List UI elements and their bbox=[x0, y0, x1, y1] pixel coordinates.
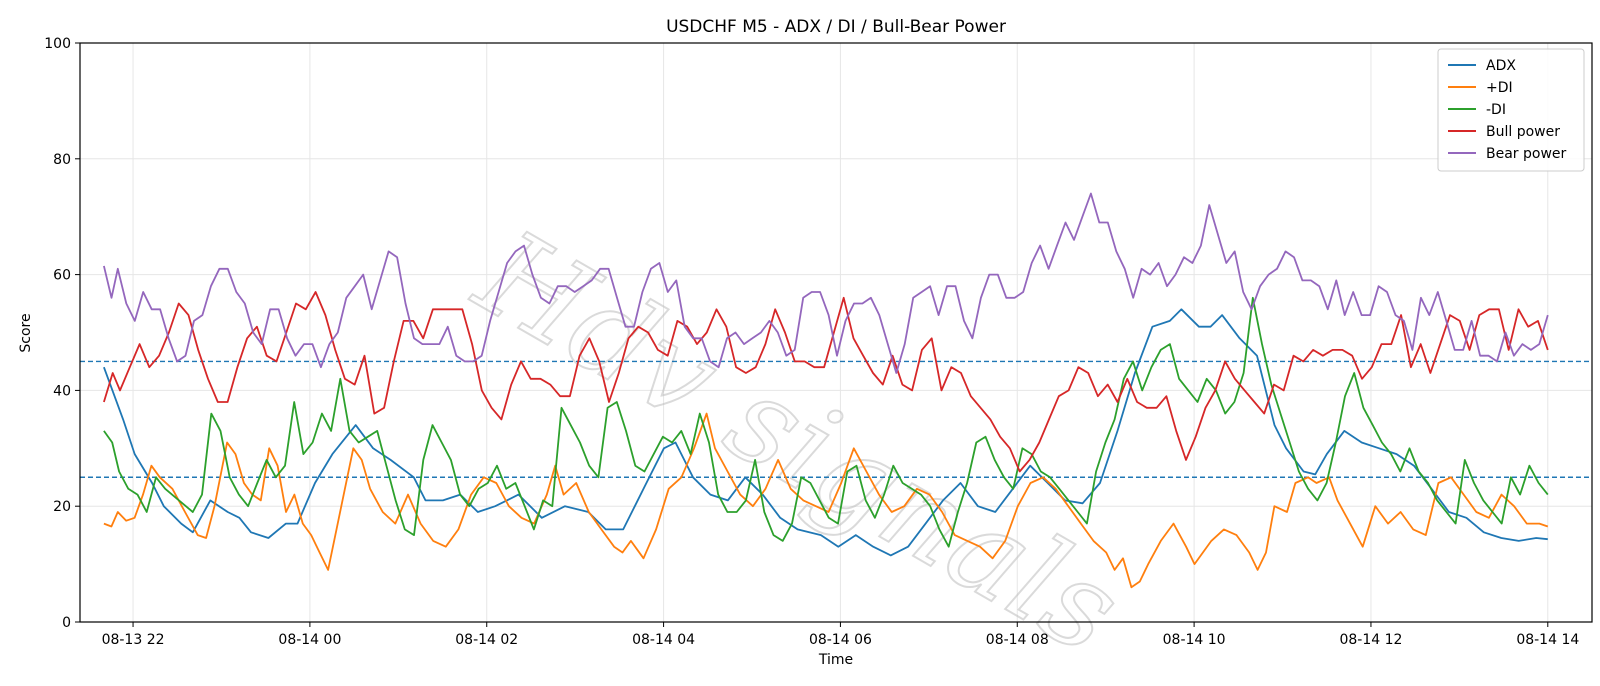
plot-frame bbox=[79, 42, 1593, 623]
x-tick-label: 08-13 22 bbox=[102, 632, 165, 648]
x-tick-label: 08-14 12 bbox=[1339, 632, 1402, 648]
legend-label: Bear power bbox=[1486, 146, 1567, 162]
x-tick-label: 08-14 10 bbox=[1163, 632, 1226, 648]
legend: ADX +DI -DI Bull power Bear power bbox=[1437, 48, 1585, 172]
x-tick-label: 08-14 02 bbox=[455, 632, 518, 648]
threshold-lines bbox=[80, 360, 1592, 478]
y-tick-label: 100 bbox=[44, 36, 71, 52]
y-tick-label: 0 bbox=[62, 615, 71, 631]
chart-title: USDCHF M5 - ADX / DI / Bull-Bear Power bbox=[666, 17, 1006, 37]
series-line-di bbox=[103, 412, 1549, 589]
series-line-adx bbox=[103, 308, 1548, 557]
y-tick-label: 40 bbox=[53, 383, 71, 399]
x-axis-label: Time bbox=[818, 652, 853, 668]
x-tick-label: 08-14 00 bbox=[278, 632, 341, 648]
legend-label: +DI bbox=[1486, 80, 1513, 96]
x-tick-label: 08-14 08 bbox=[986, 632, 1049, 648]
y-axis-label: Score bbox=[18, 313, 34, 352]
series-line-bear-power bbox=[103, 192, 1549, 374]
x-tick-label: 08-14 06 bbox=[809, 632, 872, 648]
legend-label: Bull power bbox=[1486, 124, 1560, 140]
y-tick-label: 60 bbox=[53, 268, 71, 284]
legend-label: -DI bbox=[1486, 102, 1506, 118]
legend-label: ADX bbox=[1486, 58, 1516, 74]
y-tick-label: 20 bbox=[53, 499, 71, 515]
x-tick-label: 08-14 14 bbox=[1516, 632, 1579, 648]
x-tick-label: 08-14 04 bbox=[632, 632, 695, 648]
y-tick-label: 80 bbox=[53, 152, 71, 168]
series-line-di bbox=[103, 296, 1549, 548]
y-axis: 0 20 40 60 80 100 bbox=[44, 36, 80, 631]
x-axis: 08-13 22 08-14 00 08-14 02 08-14 04 08-14 06… bbox=[102, 622, 1579, 648]
series-layer bbox=[103, 192, 1549, 589]
legend-box bbox=[1437, 48, 1585, 172]
series-line-bull-power bbox=[103, 291, 1549, 473]
